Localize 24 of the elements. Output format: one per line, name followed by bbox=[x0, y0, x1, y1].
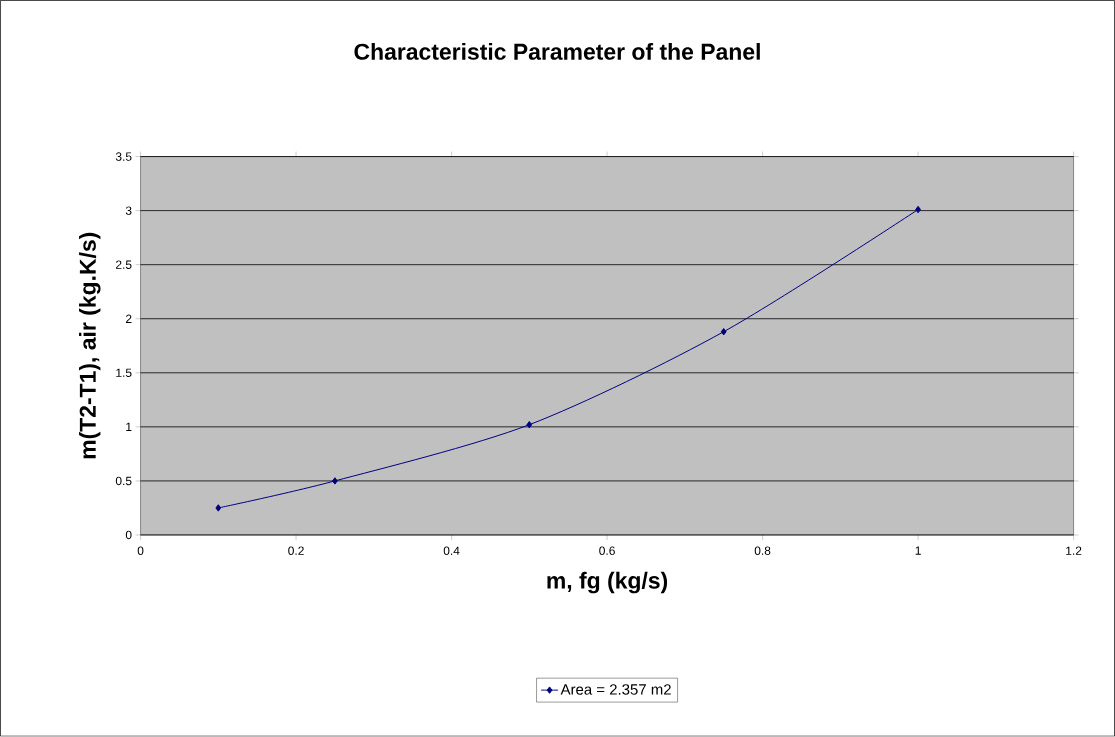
y-tick-label: 3 bbox=[125, 206, 132, 216]
y-axis-title: m(T2-T1), air (kg.K/s) bbox=[79, 233, 101, 459]
y-tick-label: 3.5 bbox=[115, 152, 132, 161]
point bbox=[215, 504, 222, 512]
point bbox=[915, 206, 921, 214]
y-tick-label: 2.5 bbox=[115, 260, 132, 270]
y-tick-label: 0 bbox=[125, 530, 132, 540]
y-tick-label: 0.5 bbox=[115, 476, 132, 486]
chart-title: Characteristic Parameter of the Panel bbox=[354, 43, 760, 61]
x-tick-label: 0 bbox=[137, 546, 144, 556]
y-tick-label: 1.5 bbox=[116, 368, 132, 378]
point bbox=[720, 328, 727, 336]
x-tick-label: 0.6 bbox=[599, 546, 615, 556]
point bbox=[332, 477, 338, 485]
x-axis-title: m, fg (kg/s) bbox=[547, 572, 668, 594]
y-tick-label: 2 bbox=[125, 314, 132, 324]
x-tick-label: 1 bbox=[915, 546, 921, 555]
legend-label: Area = 2.357 m2 bbox=[560, 684, 671, 695]
x-tick-label: 0.2 bbox=[288, 546, 304, 556]
x-tick-label: 0.4 bbox=[443, 546, 460, 556]
x-tick-label: 1.2 bbox=[1066, 546, 1082, 556]
y-tick-label: 1 bbox=[126, 422, 132, 432]
x-tick-label: 0.8 bbox=[754, 546, 771, 556]
point bbox=[526, 421, 533, 429]
